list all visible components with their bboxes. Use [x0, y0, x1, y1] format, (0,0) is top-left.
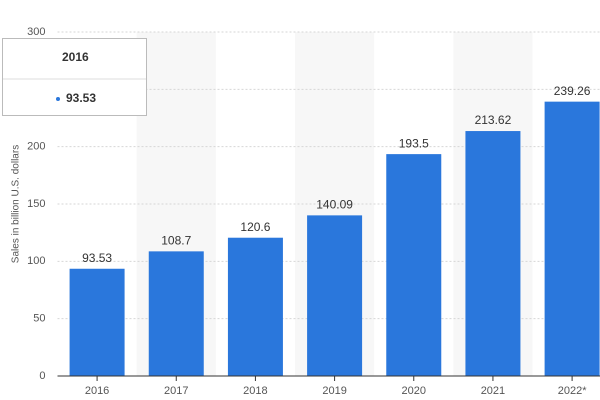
y-tick-label: 300 — [27, 26, 45, 38]
tooltip-marker — [56, 97, 60, 101]
tooltip-value: 93.53 — [66, 91, 96, 105]
tooltip-title: 2016 — [62, 50, 89, 64]
value-label: 93.53 — [82, 251, 112, 265]
bar — [227, 237, 283, 376]
value-label: 120.6 — [240, 220, 270, 234]
bar — [386, 154, 442, 376]
y-tick-label: 200 — [27, 141, 45, 153]
value-label: 239.26 — [554, 84, 591, 98]
tooltip — [2, 38, 147, 116]
value-label: 140.09 — [316, 198, 353, 212]
x-tick-label: 2019 — [322, 385, 346, 397]
bar — [465, 131, 521, 376]
bar — [69, 268, 125, 376]
value-label: 213.62 — [475, 113, 512, 127]
bar — [307, 215, 363, 376]
x-tick-label: 2018 — [243, 385, 267, 397]
y-tick-label: 100 — [27, 255, 45, 267]
y-tick-label: 0 — [39, 370, 45, 382]
x-tick-label: 2020 — [402, 385, 426, 397]
y-axis-label: Sales in billion U.S. dollars — [11, 145, 22, 263]
x-tick-label: 2022* — [558, 385, 587, 397]
value-label: 193.5 — [399, 136, 429, 150]
value-label: 108.7 — [161, 234, 191, 248]
y-tick-label: 50 — [33, 313, 45, 325]
bar — [544, 101, 600, 377]
x-tick-label: 2021 — [481, 385, 505, 397]
bar — [148, 251, 204, 376]
x-tick-label: 2017 — [164, 385, 188, 397]
x-tick-label: 2016 — [85, 385, 109, 397]
y-tick-label: 150 — [27, 198, 45, 210]
